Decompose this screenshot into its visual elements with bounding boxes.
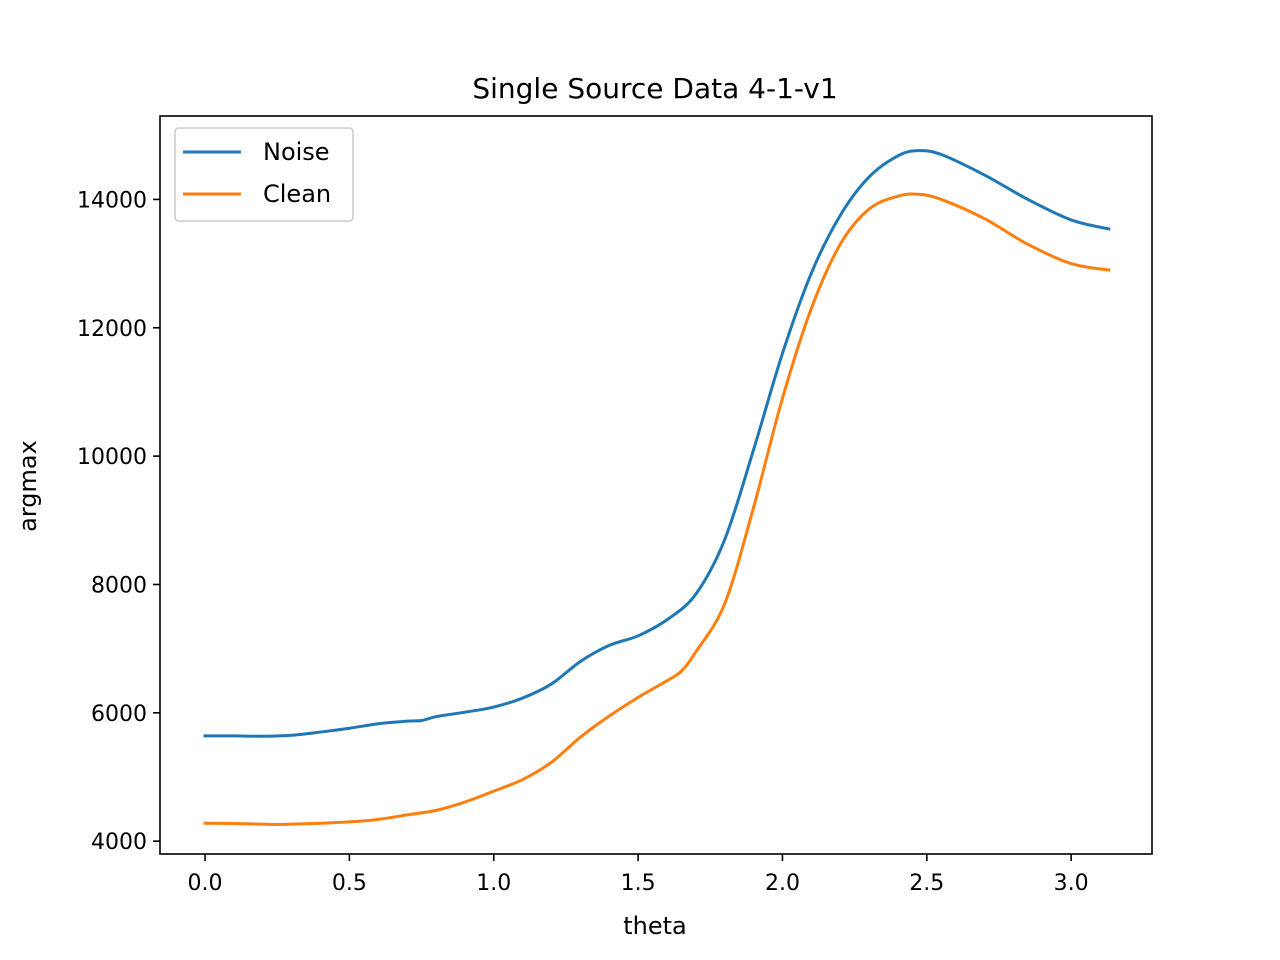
series-line-clean bbox=[203, 192, 1111, 826]
plot-area bbox=[203, 149, 1111, 826]
chart-title: Single Source Data 4-1-v1 bbox=[472, 72, 837, 105]
y-tick-label: 14000 bbox=[77, 188, 147, 213]
x-tick-label: 3.0 bbox=[1054, 871, 1089, 896]
x-tick-label: 2.0 bbox=[765, 871, 800, 896]
y-tick-label: 6000 bbox=[91, 702, 147, 727]
plot-frame bbox=[159, 115, 1153, 855]
x-tick-label: 2.5 bbox=[909, 871, 944, 896]
y-tick-label: 4000 bbox=[91, 830, 147, 855]
x-axis: 0.0 0.5 1.0 1.5 2.0 2.5 3.0 bbox=[188, 854, 1089, 896]
x-tick-label: 0.0 bbox=[188, 871, 223, 896]
series-line-noise bbox=[203, 149, 1111, 738]
legend-label-clean: Clean bbox=[263, 180, 331, 208]
y-tick-label: 12000 bbox=[77, 317, 147, 342]
legend-label-noise: Noise bbox=[263, 138, 330, 166]
x-tick-label: 1.0 bbox=[476, 871, 511, 896]
legend: Noise Clean bbox=[174, 127, 354, 222]
y-tick-label: 8000 bbox=[91, 573, 147, 598]
x-tick-label: 0.5 bbox=[332, 871, 367, 896]
y-axis: 4000 6000 8000 10000 12000 14000 bbox=[77, 188, 160, 855]
x-tick-label: 1.5 bbox=[621, 871, 656, 896]
y-axis-label: argmax bbox=[14, 440, 42, 532]
y-tick-label: 10000 bbox=[77, 445, 147, 470]
x-axis-label: theta bbox=[623, 912, 687, 940]
